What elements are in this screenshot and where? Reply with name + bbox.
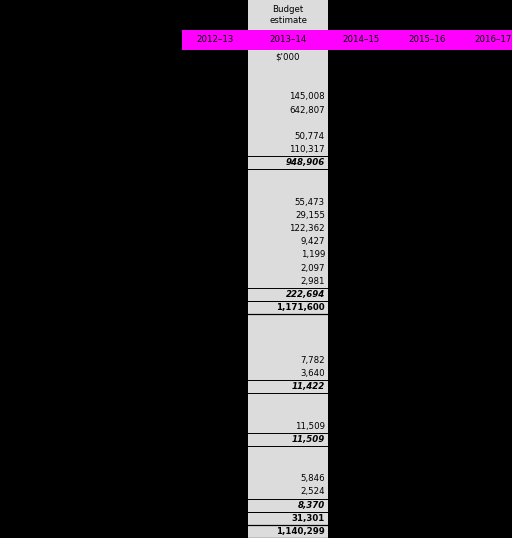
Text: 642,807: 642,807 — [289, 105, 325, 115]
Text: 110,317: 110,317 — [289, 145, 325, 154]
Text: 11,509: 11,509 — [295, 422, 325, 430]
Text: 1,171,600: 1,171,600 — [276, 303, 325, 312]
Text: 2016–17: 2016–17 — [474, 36, 511, 45]
Text: 2012–13: 2012–13 — [196, 36, 233, 45]
Bar — [248, 50, 328, 64]
Bar — [248, 30, 328, 50]
Text: 8,370: 8,370 — [298, 500, 325, 509]
Text: 222,694: 222,694 — [286, 290, 325, 299]
Text: 948,906: 948,906 — [286, 158, 325, 167]
Text: 2,981: 2,981 — [301, 277, 325, 286]
Text: 2,097: 2,097 — [301, 264, 325, 273]
Bar — [328, 30, 394, 50]
Text: 2,524: 2,524 — [301, 487, 325, 497]
Text: 29,155: 29,155 — [295, 211, 325, 220]
Text: 1,199: 1,199 — [301, 250, 325, 259]
Bar — [248, 64, 328, 538]
Text: 145,008: 145,008 — [289, 93, 325, 102]
Text: 2015–16: 2015–16 — [408, 36, 445, 45]
Text: 50,774: 50,774 — [295, 132, 325, 141]
Text: $'000: $'000 — [276, 53, 300, 61]
Text: 5,846: 5,846 — [301, 475, 325, 483]
Bar — [460, 30, 512, 50]
Text: 7,782: 7,782 — [301, 356, 325, 365]
Bar — [248, 0, 328, 30]
Bar — [394, 30, 460, 50]
Text: 31,301: 31,301 — [292, 514, 325, 523]
Text: 1,140,299: 1,140,299 — [276, 527, 325, 536]
Text: 11,422: 11,422 — [292, 382, 325, 391]
Text: 9,427: 9,427 — [301, 237, 325, 246]
Text: 55,473: 55,473 — [295, 198, 325, 207]
Text: 2013–14: 2013–14 — [269, 36, 307, 45]
Text: 122,362: 122,362 — [289, 224, 325, 233]
Text: Budget
estimate: Budget estimate — [269, 5, 307, 25]
Text: 11,509: 11,509 — [292, 435, 325, 444]
Text: 3,640: 3,640 — [301, 369, 325, 378]
Text: 2014–15: 2014–15 — [343, 36, 380, 45]
Bar — [182, 30, 248, 50]
